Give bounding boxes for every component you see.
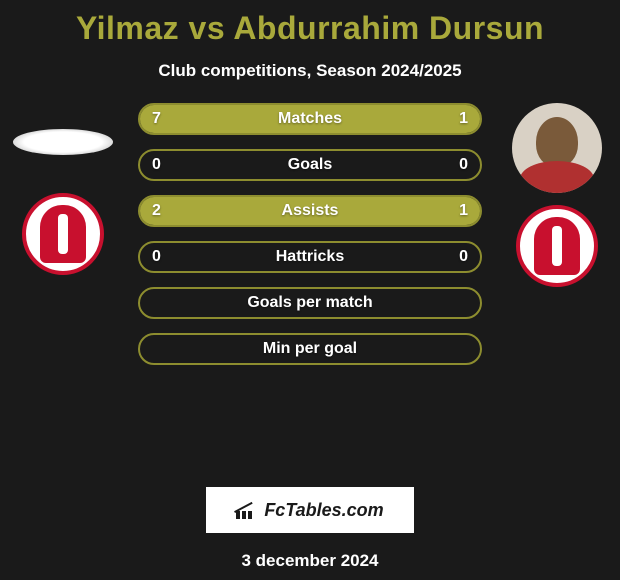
stat-value-right: 0 — [459, 156, 468, 174]
stats-column: 7 1 Matches 0 0 Goals 2 1 Assists 0 0 Hattricks Goal… — [138, 103, 482, 365]
stat-row: 0 0 Goals — [138, 149, 482, 181]
stat-label: Matches — [278, 110, 342, 128]
club-badge-right — [516, 205, 598, 287]
stat-value-right: 1 — [459, 202, 468, 220]
stat-row: 0 0 Hattricks — [138, 241, 482, 273]
date-label: 3 december 2024 — [0, 551, 620, 571]
stat-value-right: 1 — [459, 110, 468, 128]
stat-value-left: 0 — [152, 156, 161, 174]
stat-row: Min per goal — [138, 333, 482, 365]
stat-value-right: 0 — [459, 248, 468, 266]
stat-value-left: 0 — [152, 248, 161, 266]
branding-badge: FcTables.com — [206, 487, 414, 533]
stat-value-left: 7 — [152, 110, 161, 128]
comparison-infographic: Yilmaz vs Abdurrahim Dursun Club competi… — [0, 0, 620, 571]
player-avatar-right — [512, 103, 602, 193]
player-avatar-left — [13, 129, 113, 155]
page-title: Yilmaz vs Abdurrahim Dursun — [0, 10, 620, 47]
main-panel: 7 1 Matches 0 0 Goals 2 1 Assists 0 0 Hattricks Goal… — [0, 103, 620, 483]
avatar-wrap — [13, 103, 113, 193]
stat-row: Goals per match — [138, 287, 482, 319]
stat-label: Goals — [288, 156, 332, 174]
stat-label: Goals per match — [247, 294, 372, 312]
stat-label: Hattricks — [276, 248, 344, 266]
stat-row: 7 1 Matches — [138, 103, 482, 135]
stat-row: 2 1 Assists — [138, 195, 482, 227]
stat-label: Assists — [282, 202, 339, 220]
fctables-icon — [236, 501, 258, 519]
branding-text: FcTables.com — [264, 500, 383, 521]
stat-value-left: 2 — [152, 202, 161, 220]
stat-label: Min per goal — [263, 340, 357, 358]
club-badge-left — [22, 193, 104, 275]
right-player-column — [502, 103, 612, 287]
left-player-column — [8, 103, 118, 275]
subtitle: Club competitions, Season 2024/2025 — [0, 61, 620, 81]
